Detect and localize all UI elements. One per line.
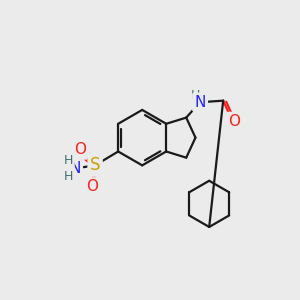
Text: H: H: [191, 89, 200, 102]
Text: N: N: [194, 95, 206, 110]
Text: H: H: [64, 169, 73, 183]
Text: N: N: [69, 161, 81, 176]
Text: O: O: [74, 142, 86, 158]
Text: O: O: [86, 179, 98, 194]
Text: S: S: [90, 156, 100, 174]
Text: O: O: [228, 114, 240, 129]
Text: H: H: [64, 154, 73, 167]
